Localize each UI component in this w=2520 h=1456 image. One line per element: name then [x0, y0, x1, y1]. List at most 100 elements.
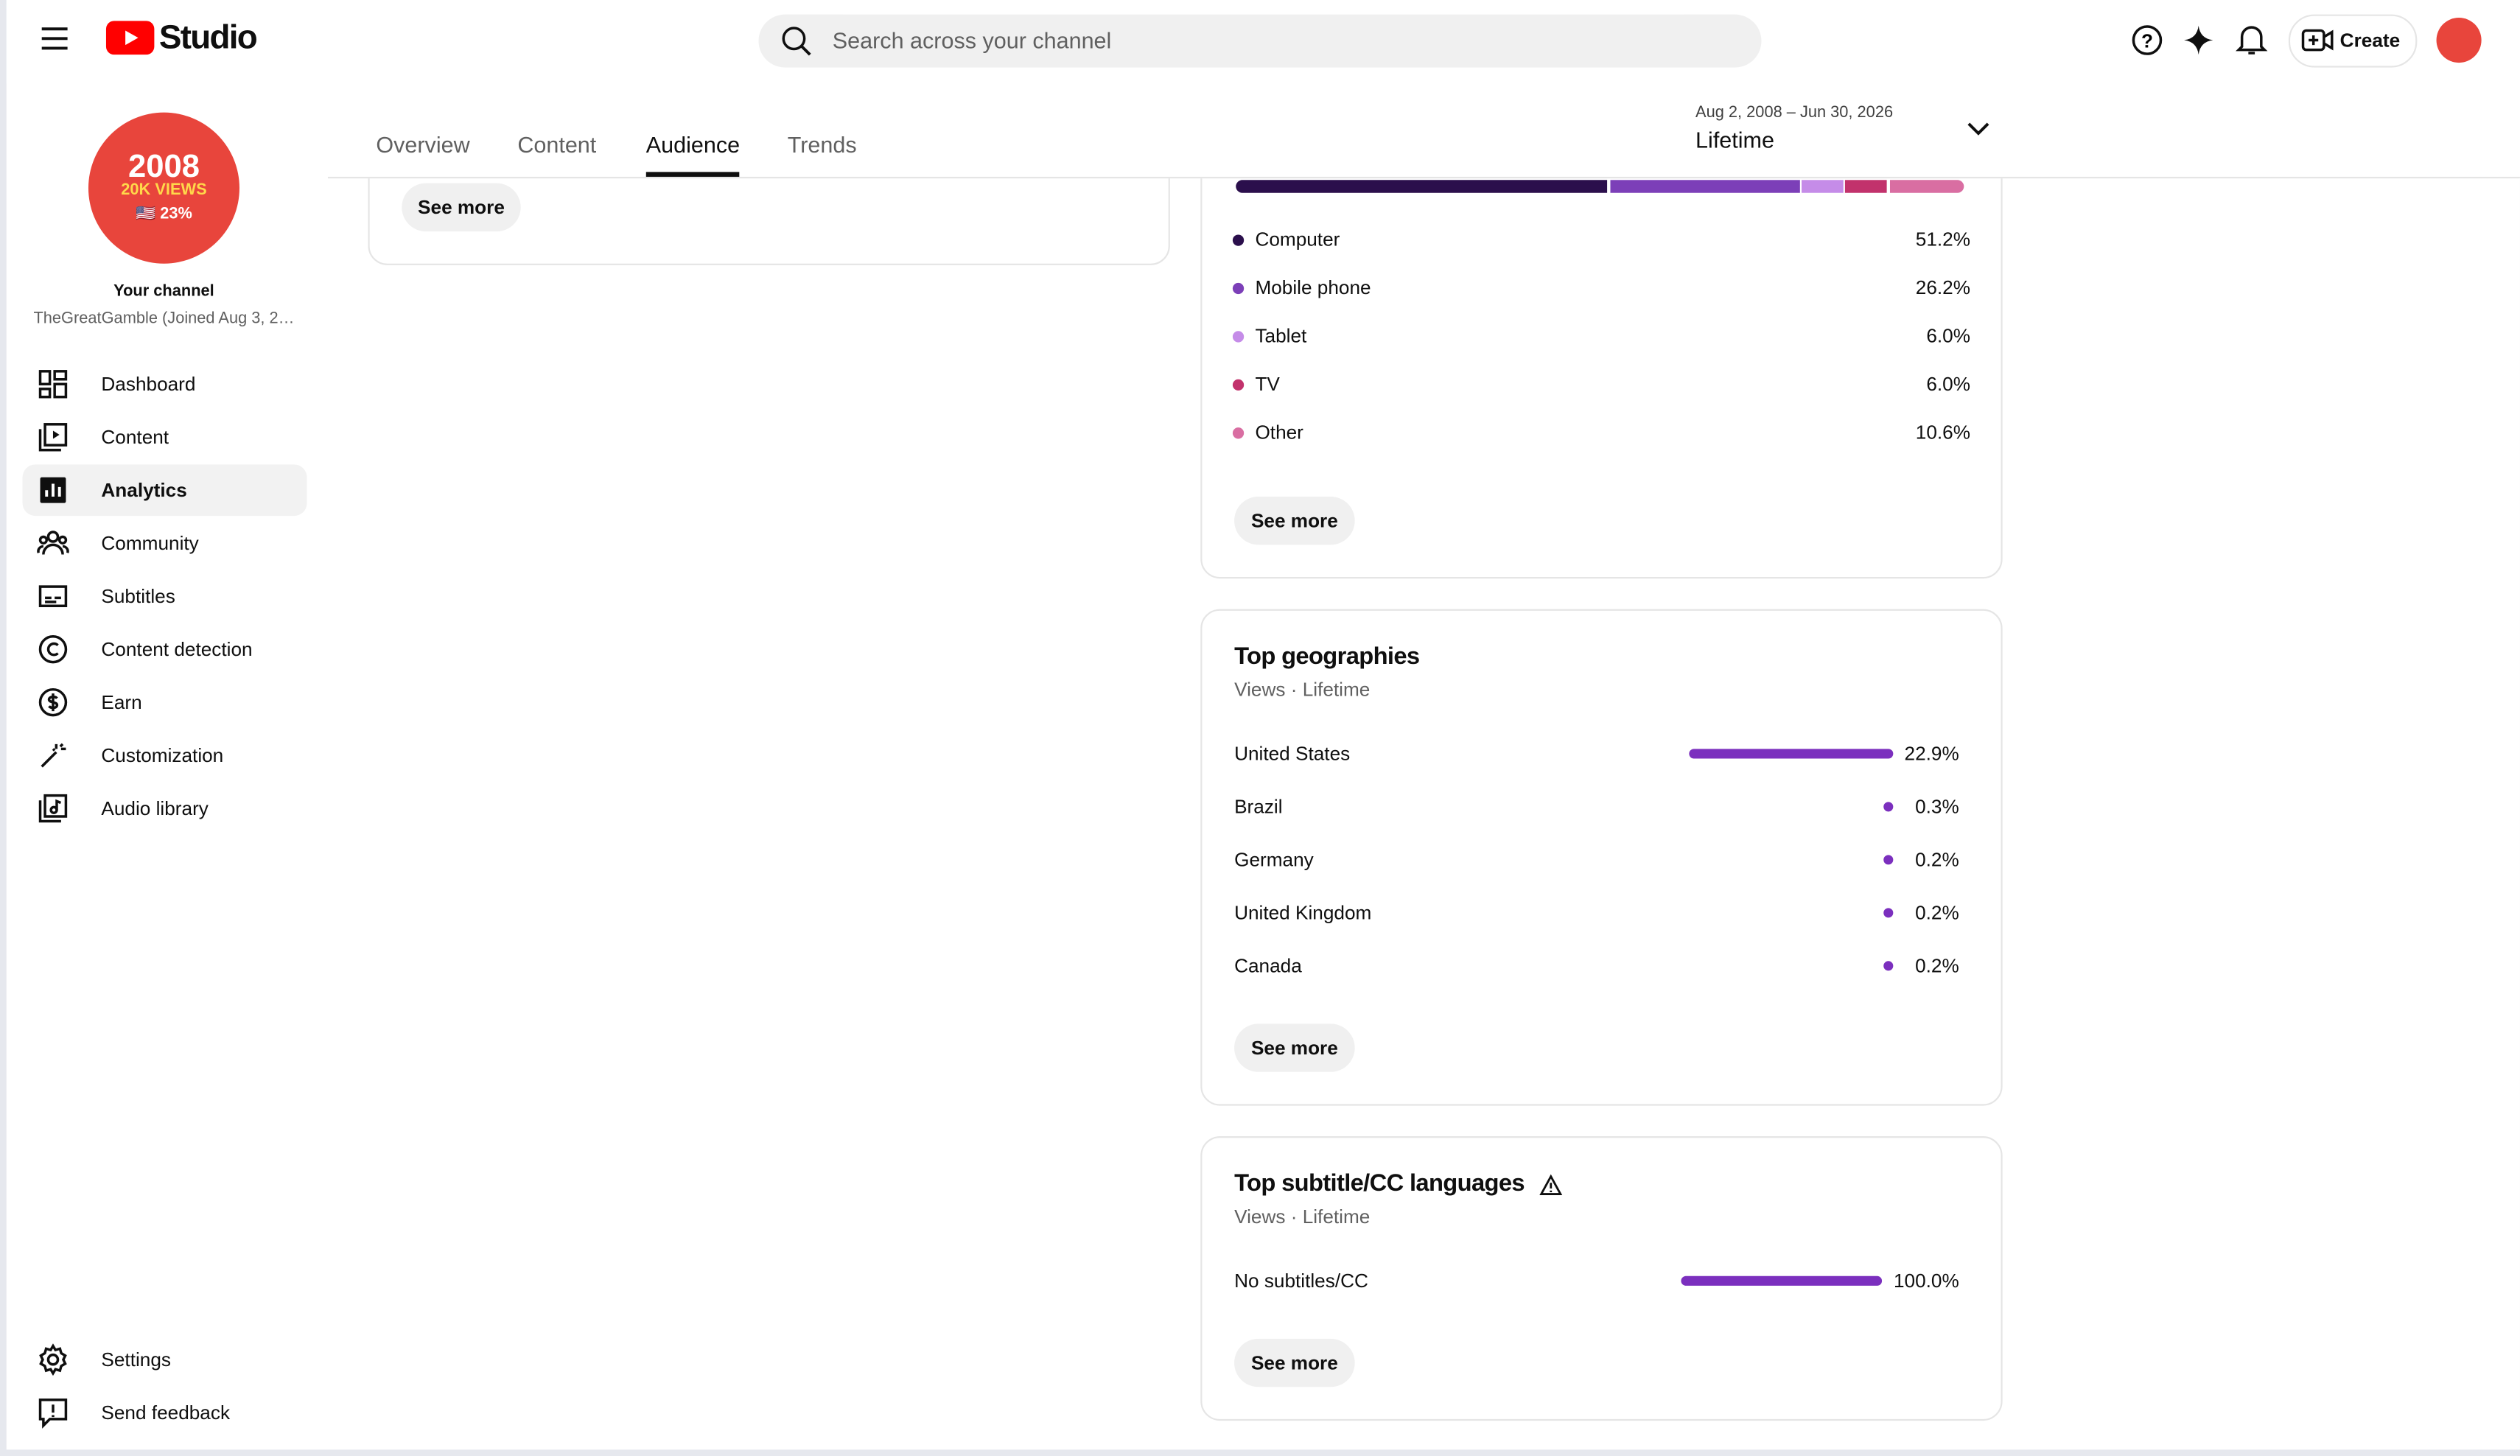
channel-name: TheGreatGamble (Joined Aug 3, 2… [33, 309, 295, 328]
row-value: 22.9% [1904, 742, 1959, 766]
tab[interactable]: Trends [787, 131, 857, 158]
nav-icon [38, 634, 68, 664]
tab[interactable]: Overview [376, 131, 470, 158]
device-value: 26.2% [1915, 276, 1971, 299]
row-label: United Kingdom [1234, 901, 1372, 925]
nav-item[interactable]: Customization [101, 743, 224, 767]
account-avatar[interactable] [2436, 17, 2482, 63]
row-label: United States [1234, 742, 1351, 766]
search-icon [782, 27, 811, 56]
create-button[interactable] [2288, 14, 2418, 68]
search-placeholder: Search across your channel [832, 27, 1112, 53]
row-value: 0.2% [1915, 848, 1959, 872]
date-range: Aug 2, 2008 – Jun 30, 2026 [1695, 104, 1894, 122]
device-label: TV [1255, 373, 1280, 396]
card-title: Top geographies [1234, 643, 1420, 671]
card-subtitle: Views · Lifetime [1234, 678, 1371, 701]
row-bar [1883, 855, 1894, 865]
device-value: 6.0% [1926, 324, 1971, 348]
legend-dot [1232, 378, 1245, 390]
avatar-share: 🇺🇸 23% [136, 206, 192, 224]
nav-icon [38, 585, 68, 608]
tab-underline [645, 172, 741, 177]
device-segment [1610, 180, 1800, 193]
card-title: Top subtitle/CC languages [1234, 1169, 1525, 1197]
nav-item[interactable]: Content detection [101, 637, 253, 661]
create-icon [2301, 29, 2334, 52]
row-bar [1883, 802, 1894, 812]
warning-icon[interactable] [1539, 1174, 1562, 1195]
device-label: Tablet [1255, 324, 1307, 348]
avatar-views: 20K VIEWS [121, 181, 207, 200]
device-segment [1236, 180, 1609, 193]
tab[interactable]: Content [517, 131, 597, 158]
device-value: 51.2% [1915, 228, 1971, 251]
nav-item[interactable]: Analytics [101, 478, 187, 502]
nav-item[interactable]: Earn [101, 690, 142, 714]
see-more[interactable]: See more [1234, 496, 1355, 545]
row-value: 0.3% [1915, 795, 1959, 819]
row-label: No subtitles/CC [1234, 1270, 1368, 1292]
device-label: Computer [1255, 228, 1340, 251]
nav-item[interactable]: Audio library [101, 797, 209, 820]
tab[interactable]: Audience [645, 131, 741, 158]
create-label: Create [2339, 29, 2401, 52]
see-more[interactable]: See more [1234, 1338, 1355, 1387]
channel-avatar[interactable] [88, 112, 239, 264]
legend-dot [1232, 281, 1245, 294]
geographies-card: Top geographies Views · Lifetime United St… [1200, 609, 2003, 1106]
date-dropdown[interactable] [1967, 121, 1990, 137]
row-bar [1681, 1275, 1883, 1286]
device-segment [1802, 180, 1844, 193]
channel-title: Your channel [113, 282, 214, 301]
device-label: Mobile phone [1255, 276, 1371, 299]
legend-dot [1232, 427, 1245, 438]
avatar-year: 2008 [127, 149, 200, 185]
help-icon[interactable]: ? [2131, 24, 2163, 57]
row-bar [1883, 961, 1894, 971]
nav-item[interactable]: Subtitles [101, 584, 175, 608]
menu-icon[interactable] [38, 26, 71, 52]
device-value: 10.6% [1915, 421, 1971, 444]
legend-dot [1232, 234, 1245, 245]
app: See more Computer 51.2% Mobile phone 26.2% T… [6, 0, 2520, 1450]
nav-active-bg [22, 464, 307, 517]
see-more[interactable]: See more [402, 183, 521, 232]
nav-item[interactable]: Send feedback [101, 1401, 231, 1424]
nav-item[interactable]: Dashboard [101, 373, 196, 396]
logo-text: Studio [158, 19, 258, 57]
legend-dot [1232, 330, 1245, 342]
nav-icon [38, 1398, 68, 1429]
search-box[interactable] [758, 14, 1762, 68]
nav-icon [40, 477, 66, 503]
nav-icon [41, 743, 66, 768]
card-subtitle: Views · Lifetime [1234, 1205, 1371, 1228]
row-label: Canada [1234, 954, 1302, 978]
device-segment [1889, 180, 1965, 193]
nav-icon [39, 1343, 67, 1376]
svg-text:?: ? [2141, 29, 2153, 52]
subtitles-card: Top subtitle/CC languages Views · Lifetim… [1200, 1136, 2003, 1421]
sparkle-icon[interactable] [2183, 24, 2215, 57]
row-value: 100.0% [1893, 1270, 1959, 1292]
nav-item[interactable]: Settings [101, 1348, 171, 1371]
date-period: Lifetime [1695, 127, 1775, 153]
bell-icon[interactable] [2236, 23, 2268, 58]
nav-item[interactable]: Content [101, 425, 169, 449]
nav-icon [38, 687, 68, 717]
device-value: 6.0% [1926, 373, 1971, 396]
logo-icon[interactable] [105, 21, 155, 55]
row-value: 0.2% [1915, 954, 1959, 978]
nav-icon [38, 423, 68, 452]
row-bar [1883, 908, 1894, 918]
nav-icon [38, 370, 68, 399]
row-label: Brazil [1234, 795, 1283, 819]
device-segment [1845, 180, 1888, 193]
see-more[interactable]: See more [1234, 1023, 1355, 1072]
nav-item[interactable]: Community [101, 531, 199, 555]
device-label: Other [1255, 421, 1303, 444]
row-bar [1689, 749, 1894, 759]
row-label: Germany [1234, 848, 1314, 872]
